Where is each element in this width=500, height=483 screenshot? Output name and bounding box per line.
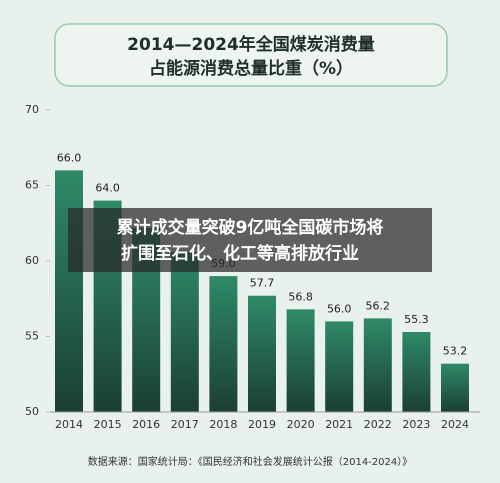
bar [248,295,276,412]
bar [363,318,392,412]
value-label: 66.0 [57,151,82,164]
chart-title: 2014—2024年全国煤炭消费量 [127,34,375,55]
x-tick-label: 2016 [132,418,160,431]
source: 数据来源：国家统计局：《国民经济和社会发展统计公报（2014-2024）》 [88,455,413,468]
x-tick-label: 2015 [94,418,122,431]
y-tick-label: 65 [25,179,39,192]
bar [209,276,238,412]
title-box [54,23,448,87]
x-tick-label: 2018 [209,418,237,431]
x-tick-label: 2014 [55,418,83,431]
y-tick-label: 50 [25,405,39,418]
value-label: 56.0 [327,302,352,315]
bar [55,170,83,412]
banner-text: 累计成交量突破9亿吨全国碳市场将 [117,217,384,238]
value-label: 56.8 [288,290,313,303]
value-label: 57.7 [250,277,275,290]
banner-text: 扩围至石化、化工等高排放行业 [121,243,359,264]
bar [325,321,354,412]
bar [402,331,431,412]
y-tick-label: 55 [25,330,39,343]
x-tick-label: 2019 [248,418,276,431]
value-label: 64.0 [95,182,120,195]
bar [441,363,469,412]
x-tick-label: 2022 [364,418,392,431]
bar [286,309,315,412]
x-tick-label: 2024 [441,418,469,431]
chart-title: 占能源消费总量比重（%） [149,58,353,79]
x-tick-label: 2020 [287,418,315,431]
value-label: 56.2 [366,299,391,312]
banner-bg [68,208,432,272]
value-label: 55.3 [404,313,429,326]
y-tick-label: 60 [25,254,39,267]
x-tick-label: 2017 [171,418,199,431]
x-tick-label: 2021 [325,418,353,431]
bar [170,251,199,412]
value-label: 53.2 [443,345,468,358]
x-tick-label: 2023 [402,418,430,431]
y-tick-label: 70 [25,103,39,116]
